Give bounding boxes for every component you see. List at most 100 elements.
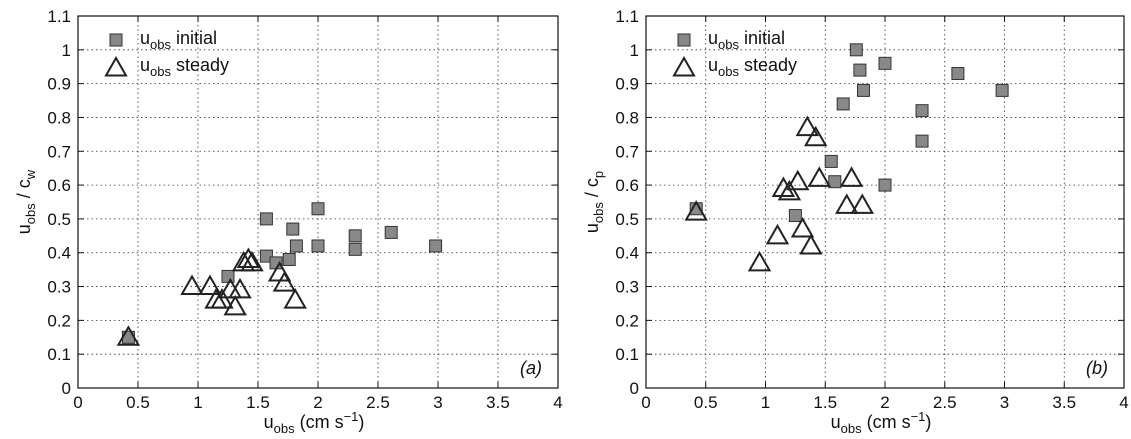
steady-point — [116, 325, 141, 346]
initial-point — [828, 175, 842, 189]
y-tick-label: 0.7 — [615, 142, 639, 161]
legend-symbol: u — [140, 28, 150, 48]
initial-point — [311, 202, 325, 216]
steady-point — [850, 193, 875, 214]
y-axis-label: uobs / cw — [14, 169, 38, 234]
initial-point — [915, 104, 929, 118]
x-tick-label: 3.5 — [1052, 393, 1076, 412]
legend-triangle-marker — [672, 55, 696, 77]
initial-point — [878, 178, 892, 192]
steady-point — [839, 166, 864, 187]
y-tick-label: 0.5 — [615, 210, 639, 229]
y-axis-label-denominator-subscript: p — [591, 171, 606, 178]
x-tick-label: 0.5 — [694, 393, 718, 412]
y-tick-label: 0.7 — [47, 142, 71, 161]
y-tick-label: 1.1 — [615, 7, 639, 26]
y-tick-label: 1.1 — [47, 7, 71, 26]
initial-point — [995, 83, 1009, 97]
y-tick-label: 0.1 — [615, 345, 639, 364]
y-axis-label-numerator: u — [14, 224, 34, 234]
steady-point — [790, 217, 815, 238]
x-tick-label: 0 — [641, 393, 650, 412]
legend-text-label: initial — [171, 28, 217, 48]
steady-point — [835, 193, 859, 214]
legend-triangle-marker — [104, 55, 128, 77]
y-tick-label: 0.8 — [47, 108, 71, 127]
legend-text-label: steady — [171, 55, 229, 75]
x-tick-label: 0.5 — [126, 393, 150, 412]
y-axis-label: uobs / cp — [582, 171, 606, 233]
x-axis-label: uobs (cm s−1) — [831, 409, 932, 436]
initial-point — [856, 83, 870, 97]
x-tick-label: 2.5 — [366, 393, 390, 412]
steady-point — [777, 179, 802, 201]
legend-subscript: obs — [150, 64, 171, 79]
initial-point — [348, 242, 362, 256]
steady-point — [765, 223, 790, 245]
x-tick-label: 2.5 — [933, 393, 957, 412]
steady-point — [223, 294, 247, 316]
x-tick-label: 3.5 — [486, 393, 510, 412]
y-axis-label-numerator: u — [582, 223, 602, 233]
legend-entry: uobs initial — [708, 28, 785, 52]
initial-point — [259, 249, 273, 263]
panel-label: (a) — [520, 358, 542, 378]
initial-point — [429, 239, 443, 253]
initial-point — [282, 252, 296, 266]
initial-point — [849, 43, 863, 57]
y-axis-label-numerator-subscript: obs — [591, 202, 606, 223]
legend-entry: uobs initial — [140, 28, 217, 52]
x-tick-label: 3 — [433, 393, 442, 412]
steady-point — [283, 288, 307, 309]
panel-b: 0 0.5 1 1.5 2 2.5 3 3.5 4 0 0.1 0.2 0.3 0.4 0.5 0.6 0.7 0… — [582, 7, 1129, 436]
x-axis-label-unit: (cm s — [862, 412, 911, 432]
y-tick-label: 0.2 — [615, 311, 639, 330]
x-tick-label: 3 — [1000, 393, 1009, 412]
initial-point — [788, 209, 802, 223]
x-tick-label: 1 — [761, 393, 770, 412]
x-axis-label-exponent: −1 — [344, 409, 359, 424]
initial-point — [348, 229, 362, 243]
y-tick-label: 0.2 — [47, 311, 71, 330]
initial-point — [824, 154, 838, 168]
initial-point — [836, 97, 850, 111]
y-tick-label: 0.4 — [47, 244, 71, 263]
steady-point — [803, 125, 828, 147]
y-tick-label: 0.3 — [615, 278, 639, 297]
steady-point — [228, 277, 252, 299]
x-axis-label-close: ) — [358, 412, 364, 432]
y-tick-label: 0.9 — [615, 75, 639, 94]
x-tick-label: 4 — [553, 393, 562, 412]
y-tick-label: 0.5 — [47, 210, 71, 229]
y-tick-label: 0.6 — [615, 176, 639, 195]
y-tick-label: 0.3 — [47, 278, 71, 297]
initial-point — [289, 239, 303, 253]
initial-point — [311, 239, 325, 253]
steady-point — [210, 288, 234, 309]
y-tick-label: 0 — [630, 379, 639, 398]
legend-symbol: u — [708, 55, 718, 75]
steady-point — [240, 250, 264, 272]
y-axis-label-denominator: c — [582, 178, 602, 187]
x-axis-label-symbol: u — [831, 412, 841, 432]
y-tick-label: 0 — [62, 379, 71, 398]
x-axis-label-subscript: obs — [841, 421, 862, 436]
legend-square-marker — [677, 33, 691, 47]
initial-point — [221, 269, 235, 283]
y-tick-label: 0.1 — [47, 345, 71, 364]
x-tick-label: 1.5 — [813, 393, 837, 412]
y-axis-label-denominator: c — [14, 179, 34, 188]
steady-point — [786, 169, 810, 191]
x-tick-label: 1.5 — [246, 393, 270, 412]
legend-subscript: obs — [718, 37, 739, 52]
initial-point — [951, 66, 965, 80]
steady-point — [807, 166, 831, 187]
y-tick-label: 0.6 — [47, 176, 71, 195]
y-tick-label: 0.9 — [47, 75, 71, 94]
steady-point — [272, 271, 297, 292]
initial-point — [259, 212, 273, 226]
y-axis-label-denominator-subscript: w — [23, 169, 38, 180]
x-axis-label-symbol: u — [264, 412, 274, 432]
legend-text-label: steady — [739, 55, 797, 75]
